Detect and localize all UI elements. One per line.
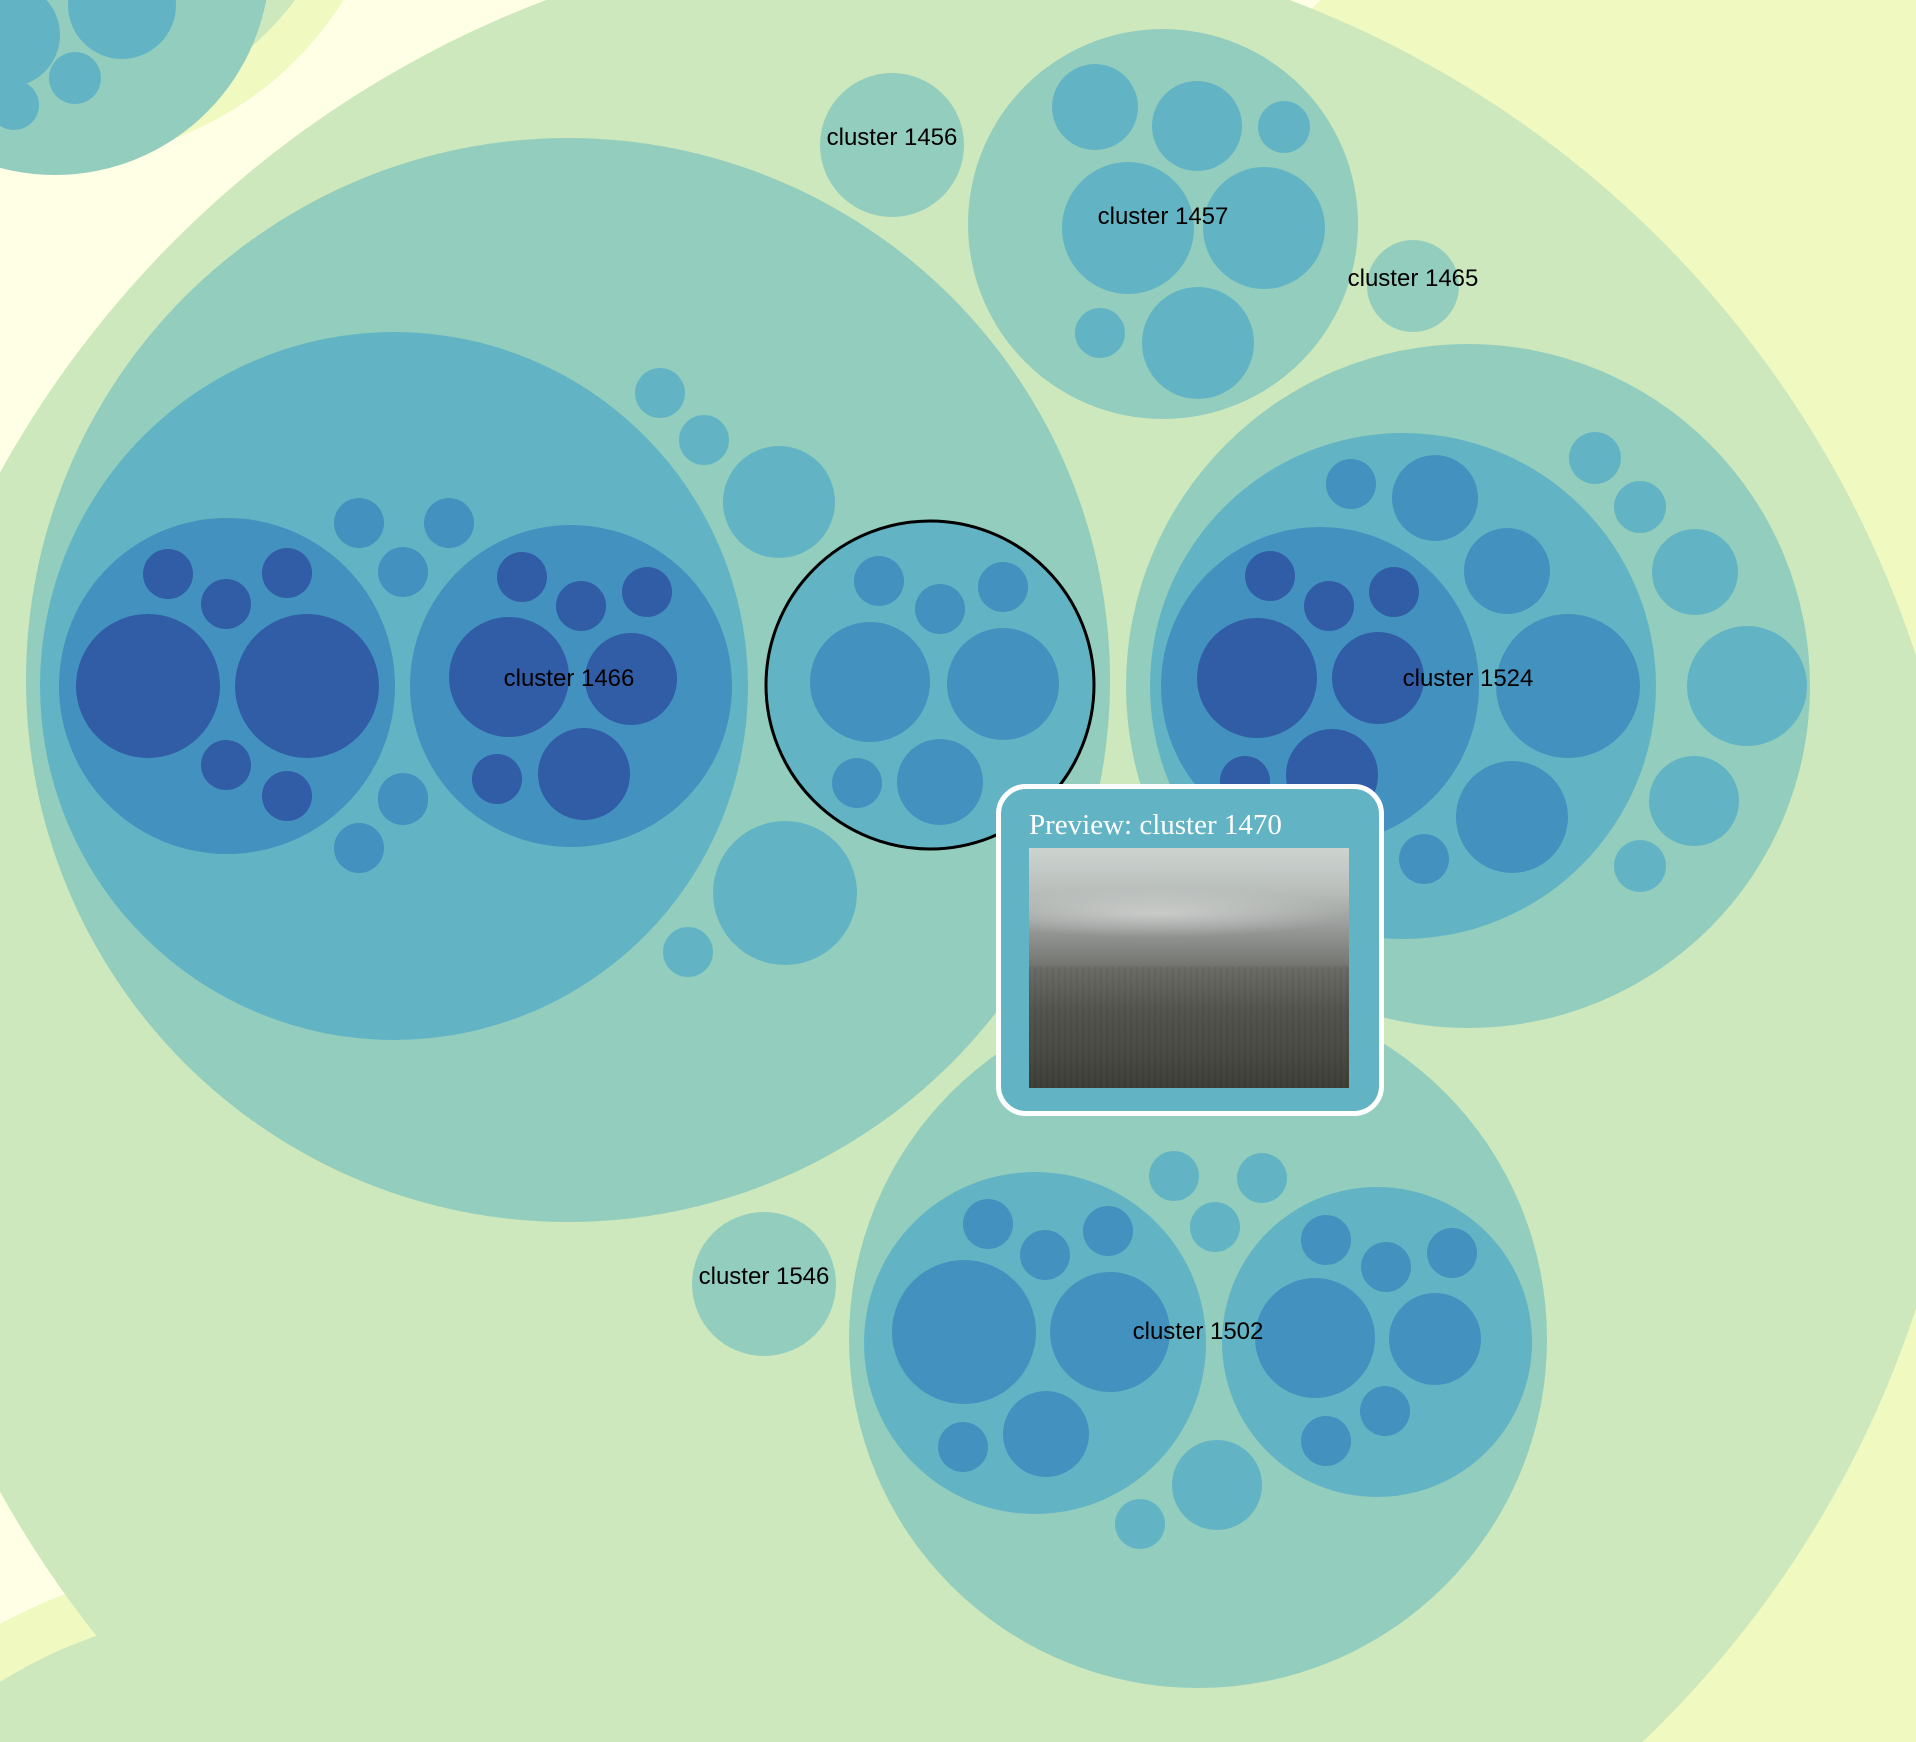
cluster-circle-depth4-16[interactable]	[49, 52, 101, 104]
cluster-circle-depth5-77[interactable]	[1427, 1228, 1477, 1278]
cluster-circle-depth4-30[interactable]	[1075, 308, 1125, 358]
cluster-circle-depth3-11[interactable]	[692, 1212, 836, 1356]
cluster-circle-depth4-28[interactable]	[1062, 162, 1194, 294]
cluster-circle-depth5-48[interactable]	[334, 498, 384, 548]
cluster-circle-depth6-89[interactable]	[497, 552, 547, 602]
cluster-circle-depth3-7[interactable]	[820, 73, 964, 217]
cluster-circle-depth4-34[interactable]	[1614, 481, 1666, 533]
preview-tooltip: Preview: cluster 1470	[996, 784, 1384, 1116]
cluster-circle-depth6-93[interactable]	[585, 633, 677, 725]
cluster-circle-depth5-69[interactable]	[1020, 1230, 1070, 1280]
cluster-circle-depth5-76[interactable]	[1361, 1242, 1411, 1292]
cluster-circle-depth4-44[interactable]	[1172, 1440, 1262, 1530]
cluster-circle-depth4-22[interactable]	[723, 446, 835, 558]
cluster-circle-depth5-59[interactable]	[832, 758, 882, 808]
cluster-circle-depth4-36[interactable]	[1687, 626, 1807, 746]
cluster-circle-depth6-90[interactable]	[556, 581, 606, 631]
cluster-circle-depth5-46[interactable]	[59, 518, 395, 854]
cluster-circle-depth4-41[interactable]	[1149, 1151, 1199, 1201]
cluster-circle-depth5-68[interactable]	[963, 1199, 1013, 1249]
preview-title: Preview: cluster 1470	[1029, 809, 1282, 841]
cluster-circle-depth5-81[interactable]	[1360, 1386, 1410, 1436]
cluster-circle-depth4-29[interactable]	[1203, 167, 1325, 289]
cluster-circle-depth6-97[interactable]	[1304, 581, 1354, 631]
cluster-circle-depth2-5[interactable]	[0, 1610, 720, 1742]
cluster-circle-depth4-26[interactable]	[1152, 81, 1242, 171]
preview-image-mist	[1029, 888, 1349, 938]
cluster-circle-depth5-64[interactable]	[1464, 528, 1550, 614]
cluster-circle-depth5-57[interactable]	[810, 622, 930, 742]
cluster-circle-depth5-54[interactable]	[854, 556, 904, 606]
cluster-circle-depth3-13[interactable]	[0, 0, 270, 175]
cluster-circle-depth5-58[interactable]	[947, 628, 1059, 740]
cluster-circle-depth5-62[interactable]	[1326, 459, 1376, 509]
cluster-circle-depth6-91[interactable]	[622, 567, 672, 617]
cluster-circle-depth5-74[interactable]	[1003, 1391, 1089, 1477]
cluster-circle-depth6-100[interactable]	[1332, 632, 1424, 724]
cluster-circle-depth6-96[interactable]	[1245, 551, 1295, 601]
cluster-circle-depth5-80[interactable]	[1301, 1416, 1351, 1466]
cluster-circle-depth4-27[interactable]	[1258, 101, 1310, 153]
cluster-circle-depth5-50[interactable]	[378, 547, 428, 597]
cluster-circle-depth5-79[interactable]	[1389, 1293, 1481, 1385]
preview-image-ground	[1029, 966, 1349, 1088]
cluster-circle-depth4-14[interactable]	[68, 0, 176, 59]
cluster-circle-depth5-73[interactable]	[938, 1422, 988, 1472]
cluster-circle-depth5-71[interactable]	[892, 1260, 1036, 1404]
cluster-circle-depth5-49[interactable]	[424, 498, 474, 548]
cluster-circle-depth5-66[interactable]	[1456, 761, 1568, 873]
cluster-circle-depth6-88[interactable]	[262, 771, 312, 821]
cluster-circle-depth5-60[interactable]	[897, 739, 983, 825]
cluster-circle-depth6-94[interactable]	[472, 754, 522, 804]
cluster-circle-depth5-70[interactable]	[1083, 1206, 1133, 1256]
cluster-circle-depth5-55[interactable]	[978, 562, 1028, 612]
cluster-circle-depth4-24[interactable]	[663, 927, 713, 977]
cluster-circle-depth6-95[interactable]	[538, 728, 630, 820]
cluster-circle-depth4-23[interactable]	[713, 821, 857, 965]
cluster-circle-depth6-85[interactable]	[76, 614, 220, 758]
cluster-circle-depth5-72[interactable]	[1050, 1272, 1170, 1392]
cluster-circle-depth4-42[interactable]	[1237, 1153, 1287, 1203]
preview-image	[1029, 848, 1349, 1088]
cluster-circle-depth4-43[interactable]	[1190, 1202, 1240, 1252]
cluster-circle-depth5-56[interactable]	[915, 584, 965, 634]
selected-cluster-1470-outline[interactable]	[764, 519, 1096, 851]
cluster-circle-depth5-53[interactable]	[378, 773, 428, 823]
cluster-circle-depth5-52[interactable]	[334, 823, 384, 873]
cluster-circle-depth4-45[interactable]	[1115, 1499, 1165, 1549]
cluster-circle-depth4-20[interactable]	[635, 368, 685, 418]
cluster-circle-depth6-92[interactable]	[449, 617, 569, 737]
cluster-circle-depth6-98[interactable]	[1369, 567, 1419, 617]
cluster-circle-depth4-31[interactable]	[1142, 287, 1254, 399]
cluster-circle-depth6-99[interactable]	[1197, 618, 1317, 738]
cluster-circle-depth5-63[interactable]	[1392, 455, 1478, 541]
cluster-circle-depth5-78[interactable]	[1255, 1278, 1375, 1398]
cluster-circle-depth4-17[interactable]	[0, 80, 39, 130]
cluster-circle-depth4-37[interactable]	[1649, 756, 1739, 846]
cluster-circle-depth6-84[interactable]	[262, 548, 312, 598]
cluster-circle-depth6-82[interactable]	[143, 549, 193, 599]
cluster-circle-depth6-86[interactable]	[235, 614, 379, 758]
cluster-circle-depth4-33[interactable]	[1569, 432, 1621, 484]
cluster-circle-depth6-87[interactable]	[201, 740, 251, 790]
cluster-circle-depth4-21[interactable]	[679, 415, 729, 465]
cluster-circle-depth6-83[interactable]	[201, 579, 251, 629]
cluster-circle-depth5-75[interactable]	[1301, 1215, 1351, 1265]
cluster-circle-depth5-65[interactable]	[1496, 614, 1640, 758]
cluster-circle-depth5-67[interactable]	[1399, 834, 1449, 884]
cluster-circle-depth3-9[interactable]	[1367, 240, 1459, 332]
cluster-circle-depth4-38[interactable]	[1614, 840, 1666, 892]
cluster-circle-depth4-25[interactable]	[1052, 64, 1138, 150]
cluster-circle-depth4-15[interactable]	[0, 0, 60, 87]
cluster-circle-depth4-35[interactable]	[1652, 529, 1738, 615]
